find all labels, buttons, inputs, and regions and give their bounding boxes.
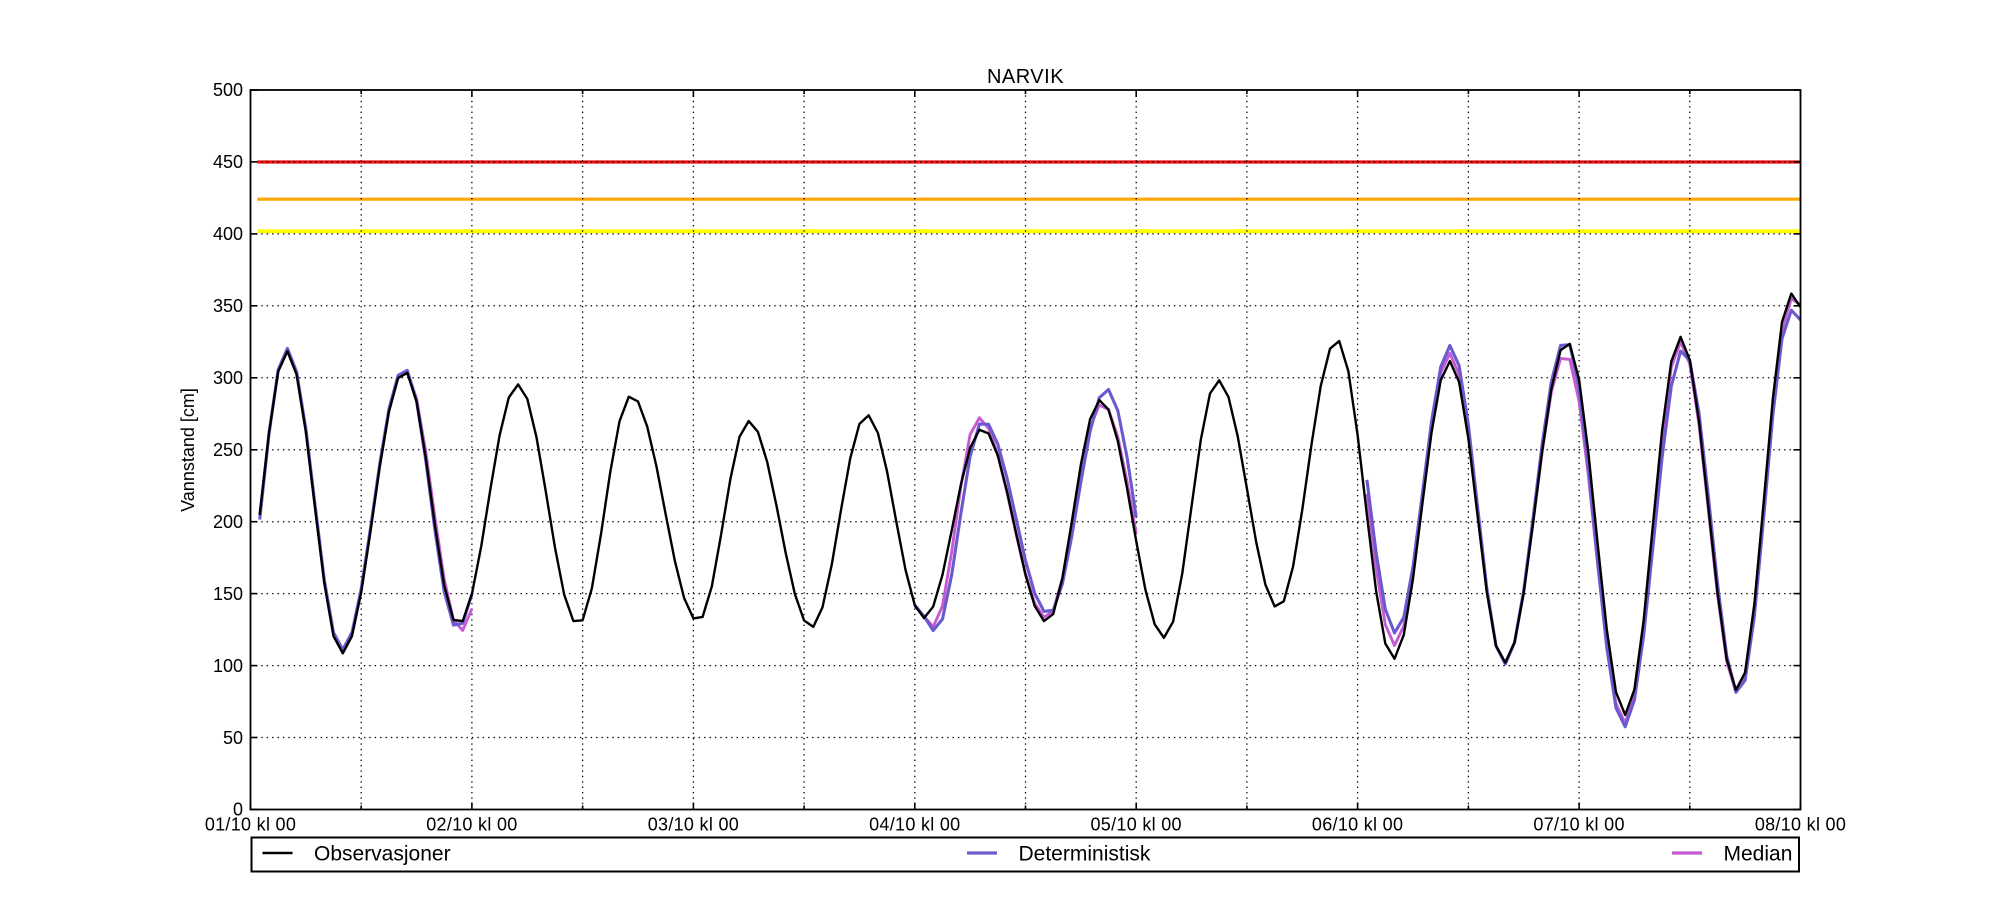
svg-text:450: 450 [213, 152, 243, 172]
svg-text:200: 200 [213, 512, 243, 532]
svg-text:500: 500 [213, 80, 243, 100]
svg-text:400: 400 [213, 224, 243, 244]
svg-text:07/10 kl 00: 07/10 kl 00 [1533, 815, 1624, 835]
svg-text:0: 0 [233, 800, 243, 820]
svg-text:08/10 kl 00: 08/10 kl 00 [1755, 815, 1846, 835]
svg-text:300: 300 [213, 368, 243, 388]
svg-text:50: 50 [223, 728, 243, 748]
svg-text:02/10 kl 00: 02/10 kl 00 [426, 815, 517, 835]
svg-text:350: 350 [213, 296, 243, 316]
svg-text:100: 100 [213, 656, 243, 676]
svg-text:150: 150 [213, 584, 243, 604]
svg-text:Median: Median [1724, 843, 1793, 866]
svg-text:03/10 kl 00: 03/10 kl 00 [648, 815, 739, 835]
svg-text:Vannstand [cm]: Vannstand [cm] [178, 388, 198, 512]
svg-text:Deterministisk: Deterministisk [1019, 843, 1151, 866]
svg-text:06/10 kl 00: 06/10 kl 00 [1312, 815, 1403, 835]
svg-text:250: 250 [213, 440, 243, 460]
svg-text:NARVIK: NARVIK [987, 66, 1064, 88]
svg-text:01/10 kl 00: 01/10 kl 00 [205, 815, 296, 835]
svg-text:Observasjoner: Observasjoner [314, 843, 451, 866]
svg-text:04/10 kl 00: 04/10 kl 00 [869, 815, 960, 835]
svg-text:05/10 kl 00: 05/10 kl 00 [1091, 815, 1182, 835]
